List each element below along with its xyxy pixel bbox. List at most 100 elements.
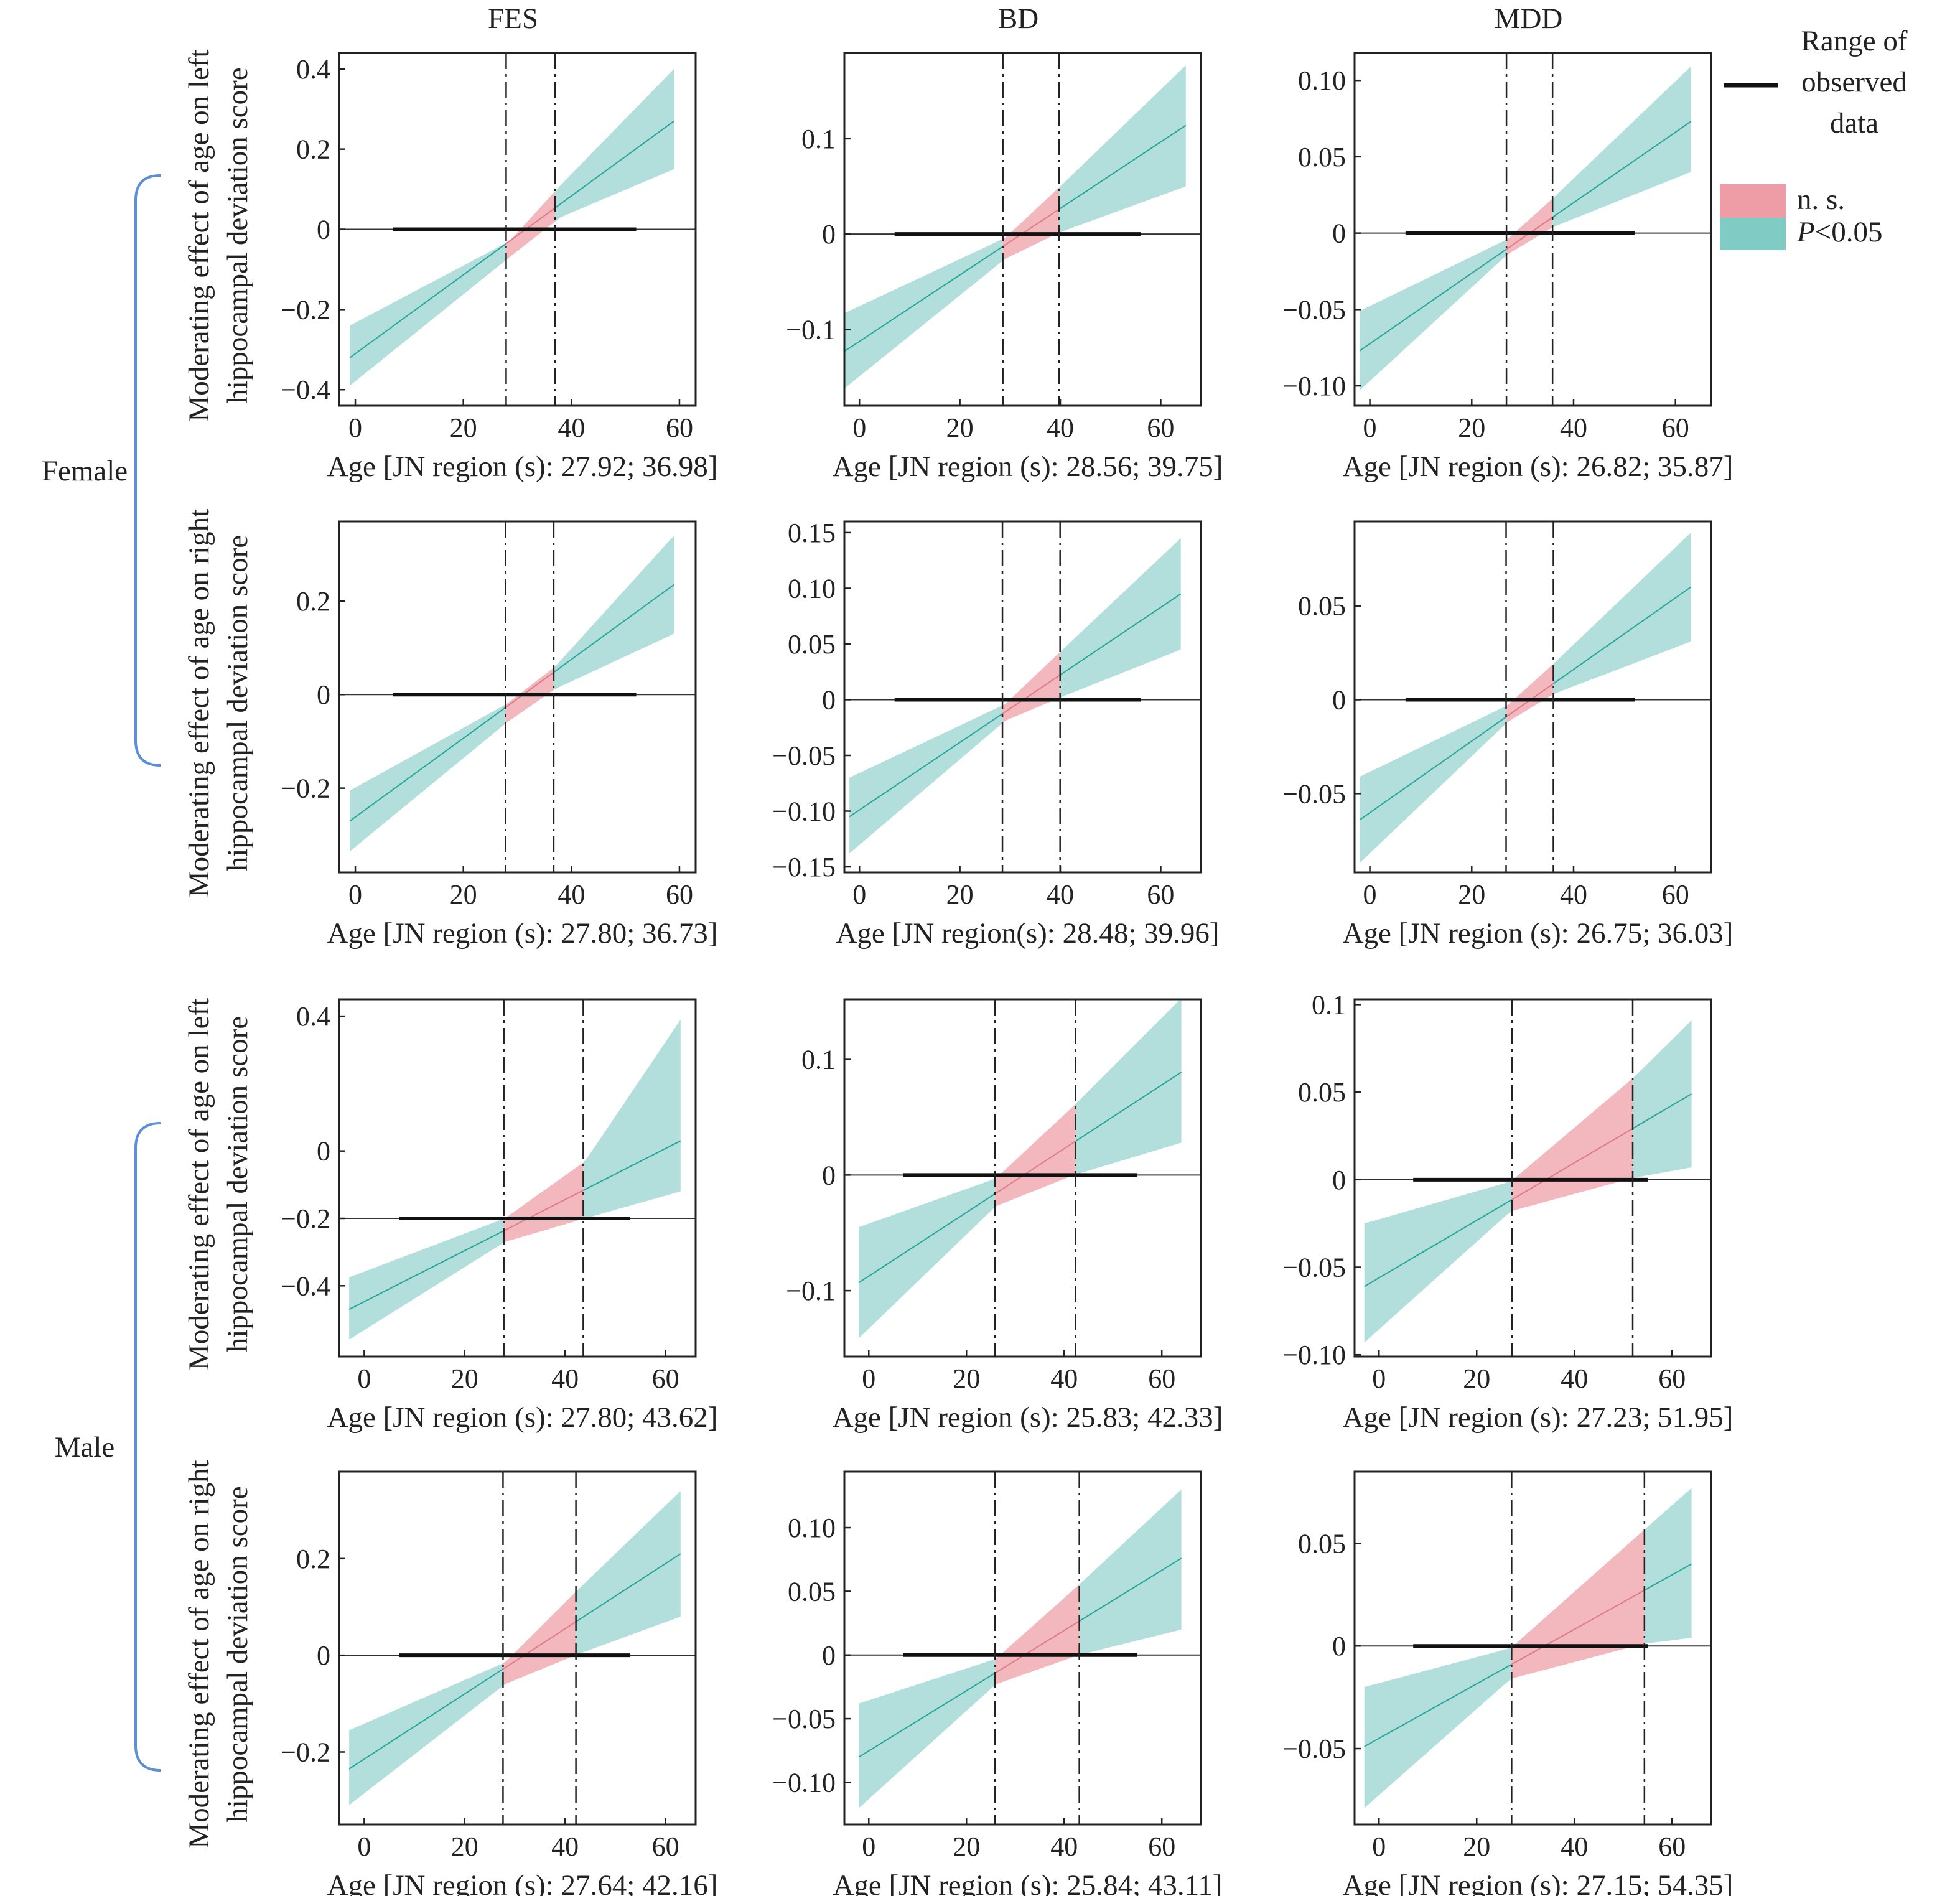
ci-band-significant-left bbox=[844, 239, 1003, 389]
y-tick-label: 0 bbox=[1332, 1165, 1346, 1195]
x-tick-label: 0 bbox=[348, 413, 362, 443]
panel-r0c2: 0.10 0.05 0 −0.05 −0.10 0 20 40 60 Age [JN region… bbox=[1282, 52, 1734, 483]
y-axis-label-line: hippocampal deviation score bbox=[222, 1486, 254, 1822]
effect-line-significant-left bbox=[1364, 1198, 1513, 1287]
bracket-line bbox=[134, 1122, 161, 1772]
legend: Range of observed data n. s.P<0.05 bbox=[1720, 25, 1908, 250]
x-tick-label: 0 bbox=[357, 1831, 371, 1862]
ci-band-significant-left bbox=[859, 1179, 995, 1338]
x-tick-label: 60 bbox=[1658, 1363, 1686, 1394]
effect-line-significant-right bbox=[1552, 586, 1691, 684]
ci-band-significant-right bbox=[1060, 538, 1181, 698]
y-tick-label: 0 bbox=[822, 219, 836, 250]
y-tick-label: 0.05 bbox=[1298, 591, 1346, 622]
y-tick-label: −0.1 bbox=[786, 314, 836, 345]
y-tick-label: 0 bbox=[317, 215, 330, 245]
x-tick-label: 40 bbox=[1047, 879, 1074, 910]
x-tick-label: 40 bbox=[1560, 879, 1587, 910]
x-tick-label: 60 bbox=[1148, 1363, 1175, 1394]
effect-line-nonsignificant bbox=[1002, 674, 1061, 714]
effect-line-significant-left bbox=[1359, 248, 1507, 352]
ci-band-significant-left bbox=[349, 1218, 504, 1340]
y-tick-label: −0.05 bbox=[1282, 294, 1346, 325]
column-title: BD bbox=[998, 2, 1038, 35]
x-axis-label: Age [JN region (s): 27.64; 42.16] bbox=[327, 1869, 718, 1896]
plot-frame bbox=[843, 1470, 1202, 1826]
panel-r3c1: 0.10 0.05 0 −0.05 −0.10 0 20 40 60 Age [JN region… bbox=[772, 1470, 1223, 1896]
column-title: FES bbox=[488, 2, 538, 35]
ci-band-nonsignificant bbox=[1002, 651, 1060, 724]
x-tick-label: 40 bbox=[558, 413, 585, 443]
x-tick-label: 60 bbox=[1662, 879, 1689, 910]
x-tick-label: 20 bbox=[953, 1363, 980, 1394]
effect-line-significant-right bbox=[1060, 593, 1182, 676]
column-title: MDD bbox=[1495, 2, 1563, 35]
legend-range-label: Range of bbox=[1801, 25, 1908, 57]
ci-band-significant-right bbox=[1552, 67, 1691, 228]
x-axis-label: Age [JN region(s): 28.48; 39.96] bbox=[836, 917, 1219, 950]
y-tick-label: −0.2 bbox=[281, 294, 330, 325]
x-axis-label: Age [JN region (s): 26.82; 35.87] bbox=[1343, 451, 1734, 483]
x-tick-label: 60 bbox=[1662, 413, 1689, 443]
plot-frame bbox=[1353, 52, 1712, 407]
ci-band-nonsignificant bbox=[503, 1591, 576, 1686]
y-tick-label: −0.2 bbox=[281, 1737, 330, 1767]
panel-r1c1: 0.15 0.10 0.05 0 −0.05 −0.10 −0.15 0 20 40 60 Age [… bbox=[772, 518, 1219, 950]
ci-band-significant-right bbox=[583, 1019, 681, 1219]
y-tick-label: −0.2 bbox=[281, 1203, 330, 1234]
y-tick-label: −0.10 bbox=[772, 796, 836, 827]
y-tick-label: 0.15 bbox=[788, 518, 836, 548]
y-tick-label: 0.2 bbox=[296, 586, 330, 617]
ci-band-nonsignificant bbox=[1002, 187, 1059, 261]
x-axis-label: Age [JN region (s): 25.84; 43.11] bbox=[833, 1869, 1222, 1896]
ci-band-significant-right bbox=[1633, 1020, 1692, 1179]
effect-line-significant-right bbox=[1632, 1093, 1692, 1129]
x-tick-label: 40 bbox=[558, 879, 585, 910]
effect-line-significant-left bbox=[349, 243, 507, 358]
x-axis-label: Age [JN region (s): 28.56; 39.75] bbox=[833, 451, 1223, 483]
y-tick-label: 0.10 bbox=[788, 1513, 836, 1543]
effect-line-significant-right bbox=[582, 1140, 681, 1191]
effect-line-nonsignificant bbox=[505, 207, 556, 245]
x-tick-label: 0 bbox=[348, 879, 362, 910]
x-tick-label: 0 bbox=[852, 879, 866, 910]
effect-line-nonsignificant bbox=[502, 1621, 577, 1670]
row-group-label: Female bbox=[42, 455, 128, 487]
x-tick-label: 60 bbox=[652, 1363, 679, 1394]
x-tick-label: 40 bbox=[1561, 1831, 1588, 1862]
x-tick-label: 20 bbox=[946, 879, 974, 910]
plot-frame bbox=[338, 998, 697, 1358]
x-tick-label: 20 bbox=[953, 1831, 980, 1862]
y-tick-label: 0 bbox=[1332, 218, 1346, 249]
x-tick-label: 0 bbox=[1372, 1831, 1386, 1862]
x-tick-label: 20 bbox=[451, 1363, 478, 1394]
y-axis-label-line: Moderating effect of age on left bbox=[183, 49, 215, 421]
y-axis-label: Moderating effect of age on left hippocam… bbox=[183, 998, 254, 1370]
y-tick-label: −0.15 bbox=[772, 852, 836, 882]
y-axis-label-line: hippocampal deviation score bbox=[222, 1016, 254, 1352]
y-tick-label: 0.1 bbox=[1312, 989, 1346, 1020]
y-tick-label: −0.05 bbox=[1282, 1734, 1346, 1764]
effect-line-significant-right bbox=[1644, 1563, 1692, 1591]
y-axis-label-line: hippocampal deviation score bbox=[222, 67, 254, 403]
y-tick-label: −0.10 bbox=[772, 1767, 836, 1798]
effect-line-nonsignificant bbox=[1002, 208, 1060, 247]
ci-band-significant-left bbox=[350, 704, 506, 852]
legend-range-label: observed bbox=[1801, 66, 1907, 98]
effect-line-significant-left bbox=[1364, 1663, 1512, 1747]
effect-line-significant-right bbox=[1058, 124, 1187, 210]
effect-line-significant-right bbox=[554, 120, 674, 208]
x-axis-label: Age [JN region (s): 26.75; 36.03] bbox=[1343, 917, 1734, 950]
plot-frame bbox=[843, 998, 1202, 1358]
y-tick-label: 0.2 bbox=[296, 1544, 330, 1574]
y-tick-label: 0.10 bbox=[788, 573, 836, 604]
ci-band-significant-left bbox=[1364, 1647, 1512, 1808]
ci-band-significant-left bbox=[859, 1659, 996, 1808]
ci-band-nonsignificant bbox=[503, 1162, 584, 1243]
effect-line-significant-right bbox=[576, 1553, 681, 1623]
panel-r0c0: 0.4 0.2 0 −0.2 −0.4 0 20 40 60 Age [JN region (s)… bbox=[281, 52, 717, 483]
ci-band-significant-left bbox=[1360, 240, 1507, 391]
plot-frame bbox=[843, 52, 1202, 407]
x-tick-label: 20 bbox=[946, 413, 974, 443]
x-axis-label: Age [JN region (s): 27.23; 51.95] bbox=[1343, 1401, 1734, 1434]
